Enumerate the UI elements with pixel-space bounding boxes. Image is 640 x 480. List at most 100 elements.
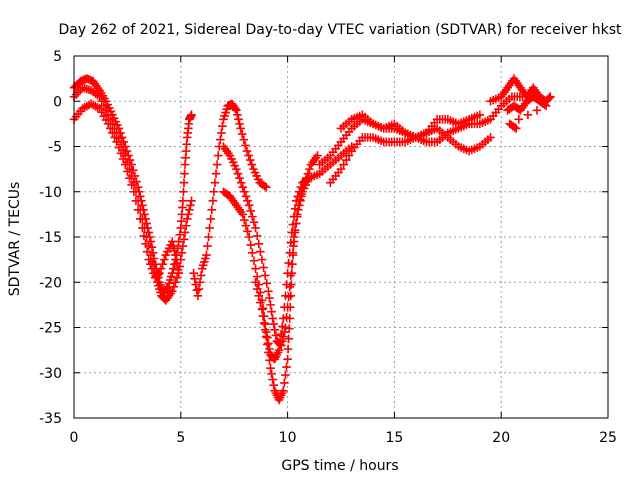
- data-point: [97, 96, 107, 106]
- data-point: [232, 106, 241, 115]
- data-point: [219, 115, 228, 124]
- x-axis-label: GPS time / hours: [281, 458, 398, 474]
- data-point: [183, 210, 193, 219]
- data-point: [252, 284, 262, 294]
- data-point: [129, 187, 139, 197]
- data-point: [284, 258, 293, 268]
- series-track-e: [219, 142, 322, 350]
- data-point: [164, 279, 174, 288]
- data-point: [284, 334, 293, 344]
- data-point: [177, 248, 187, 258]
- data-point: [269, 380, 279, 390]
- data-point: [202, 250, 211, 260]
- data-point: [296, 182, 306, 192]
- data-point: [241, 191, 251, 201]
- data-point: [285, 314, 295, 323]
- data-point: [180, 169, 189, 178]
- data-point: [264, 287, 273, 296]
- data-point: [486, 133, 495, 142]
- x-tick-label: 20: [492, 430, 510, 446]
- x-tick-label: 25: [599, 430, 617, 446]
- data-point: [163, 247, 172, 257]
- data-point: [283, 344, 293, 354]
- data-point: [128, 165, 138, 175]
- data-point: [266, 363, 275, 373]
- data-point: [146, 250, 156, 260]
- data-point: [204, 232, 213, 242]
- data-point: [125, 173, 134, 183]
- grid: [74, 56, 608, 418]
- data-point: [254, 239, 264, 249]
- plot-frame: [73, 55, 609, 419]
- data-point: [179, 234, 189, 244]
- x-tick-label: 0: [70, 430, 79, 446]
- data-point: [265, 344, 274, 354]
- data-point: [146, 259, 155, 269]
- data-point: [282, 313, 291, 322]
- series-track-d: [189, 99, 271, 301]
- data-point: [270, 325, 280, 335]
- data-point: [159, 255, 169, 264]
- y-tick-label: -20: [39, 275, 62, 291]
- data-point: [95, 92, 104, 102]
- data-point: [267, 369, 276, 379]
- data-point: [142, 219, 151, 228]
- data-point: [286, 291, 296, 301]
- data-point: [292, 212, 302, 221]
- data-point: [233, 110, 242, 120]
- data-point: [140, 210, 149, 219]
- data-point: [230, 161, 240, 171]
- data-point: [511, 124, 521, 133]
- data-point: [139, 231, 149, 241]
- data-point: [170, 246, 179, 255]
- data-point: [475, 110, 485, 120]
- data-point: [241, 141, 250, 150]
- data-point: [261, 182, 271, 192]
- data-point: [205, 223, 214, 233]
- data-point: [103, 110, 113, 120]
- data-point: [256, 298, 265, 307]
- data-point: [288, 220, 298, 229]
- data-point: [220, 111, 229, 121]
- data-point: [169, 241, 178, 251]
- data-point: [177, 216, 186, 226]
- data-point: [243, 196, 252, 206]
- y-tick-label: 0: [53, 94, 62, 110]
- data-point: [259, 318, 269, 328]
- data-point: [190, 274, 199, 284]
- data-point: [244, 201, 254, 210]
- data-point: [213, 151, 223, 160]
- data-point: [196, 271, 206, 280]
- data-point: [110, 133, 119, 142]
- data-point: [182, 214, 192, 224]
- data-point: [141, 239, 150, 249]
- data-point: [154, 270, 163, 279]
- data-point: [174, 268, 183, 278]
- data-point: [275, 337, 285, 347]
- data-point: [158, 259, 167, 269]
- data-point: [234, 115, 243, 124]
- data-point: [523, 110, 533, 120]
- data-point: [147, 242, 157, 252]
- data-point: [246, 240, 256, 250]
- data-point: [266, 300, 275, 310]
- data-point: [285, 302, 295, 312]
- data-point: [155, 268, 164, 278]
- data-point: [293, 205, 303, 215]
- data-point: [342, 155, 351, 165]
- data-point: [109, 113, 119, 123]
- data-point: [259, 263, 268, 272]
- data-point: [182, 139, 191, 149]
- data-point: [144, 255, 154, 264]
- data-point: [211, 169, 221, 178]
- data-point: [257, 305, 267, 314]
- data-point: [244, 232, 254, 242]
- data-point: [167, 237, 177, 246]
- data-point: [217, 128, 226, 138]
- data-point: [155, 284, 164, 294]
- x-tick-label: 15: [385, 430, 403, 446]
- data-point: [232, 164, 241, 174]
- data-point: [250, 168, 260, 177]
- data-point: [238, 210, 248, 219]
- data-point: [251, 277, 260, 287]
